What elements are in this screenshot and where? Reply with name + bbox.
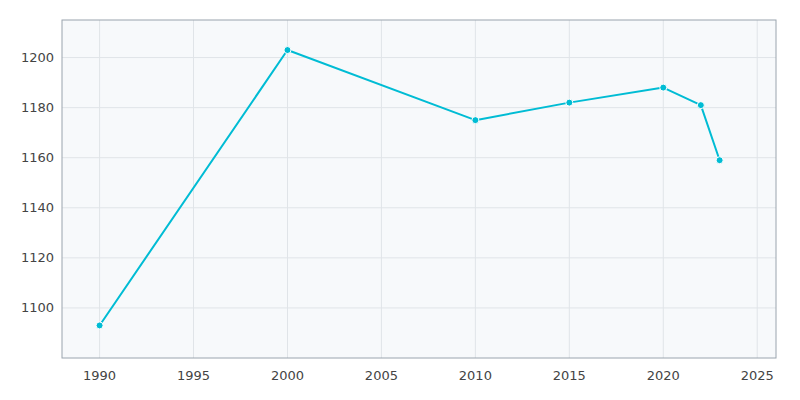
x-grid-line bbox=[99, 20, 100, 358]
series-line bbox=[100, 50, 720, 325]
plot-frame bbox=[62, 20, 776, 358]
x-grid-line bbox=[569, 20, 570, 358]
y-tick-label: 1180 bbox=[21, 100, 54, 115]
x-grid-line bbox=[381, 20, 382, 358]
y-grid-line bbox=[62, 57, 776, 58]
point-marker bbox=[472, 117, 479, 124]
y-tick-label: 1120 bbox=[21, 250, 54, 265]
chart-container: 1990 1995 2000 2005 2010 2015 2020 2025 1100 1120… bbox=[0, 0, 800, 400]
x-grid-line bbox=[475, 20, 476, 358]
x-tick-label: 2020 bbox=[647, 368, 680, 383]
y-grid-line bbox=[62, 307, 776, 308]
x-grid-line bbox=[757, 20, 758, 358]
x-tick-label: 2015 bbox=[553, 368, 586, 383]
y-tick-label: 1160 bbox=[21, 150, 54, 165]
y-grid-line bbox=[62, 157, 776, 158]
point-marker bbox=[284, 47, 291, 54]
x-tick-label: 2025 bbox=[741, 368, 774, 383]
plot-background bbox=[62, 20, 776, 358]
x-tick-label: 2000 bbox=[271, 368, 304, 383]
chart-svg: 1990 1995 2000 2005 2010 2015 2020 2025 1100 1120… bbox=[0, 0, 800, 400]
x-grid-line bbox=[663, 20, 664, 358]
y-grid-line bbox=[62, 107, 776, 108]
y-grid-line bbox=[62, 207, 776, 208]
data-layer bbox=[96, 47, 723, 329]
point-marker bbox=[566, 99, 573, 106]
y-tick-label: 1140 bbox=[21, 200, 54, 215]
point-marker bbox=[716, 157, 723, 164]
x-tick-label: 1990 bbox=[83, 368, 116, 383]
x-tick-label: 2010 bbox=[459, 368, 492, 383]
point-marker bbox=[96, 322, 103, 329]
point-marker bbox=[660, 84, 667, 91]
grid bbox=[62, 20, 776, 358]
x-tick-label: 2005 bbox=[365, 368, 398, 383]
y-tick-label: 1100 bbox=[21, 300, 54, 315]
point-marker bbox=[697, 102, 704, 109]
axes: 1990 1995 2000 2005 2010 2015 2020 2025 1100 1120… bbox=[21, 50, 774, 383]
y-grid-line bbox=[62, 257, 776, 258]
x-grid-line bbox=[287, 20, 288, 358]
y-tick-label: 1200 bbox=[21, 50, 54, 65]
x-tick-label: 1995 bbox=[177, 368, 210, 383]
